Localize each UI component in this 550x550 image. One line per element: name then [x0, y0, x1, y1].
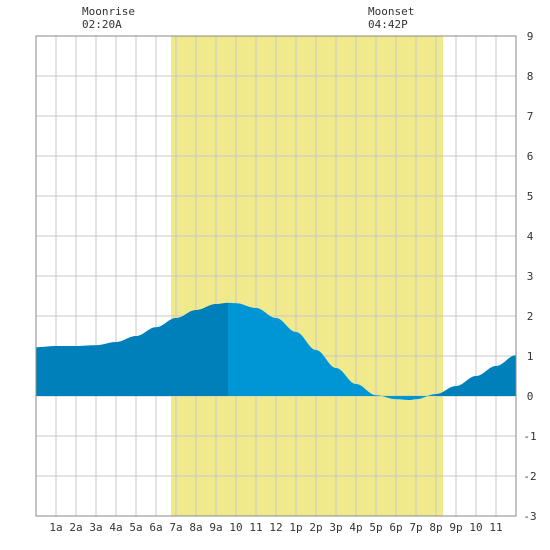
y-tick-label: 1 — [527, 350, 534, 363]
x-tick-label: 6a — [149, 521, 162, 534]
x-tick-label: 3p — [329, 521, 342, 534]
moonrise-time: 02:20A — [82, 18, 122, 31]
x-tick-label: 5p — [369, 521, 382, 534]
tide-area — [36, 302, 516, 400]
x-tick-label: 5a — [129, 521, 142, 534]
x-tick-label: 8p — [429, 521, 442, 534]
x-tick-label: 4a — [109, 521, 122, 534]
moonrise-label: Moonrise — [82, 5, 135, 18]
x-tick-label: 2a — [69, 521, 82, 534]
x-tick-label: 7p — [409, 521, 422, 534]
x-tick-label: 11 — [249, 521, 262, 534]
x-tick-label: 2p — [309, 521, 322, 534]
x-tick-label: 6p — [389, 521, 402, 534]
x-tick-label: 4p — [349, 521, 362, 534]
x-tick-label: 11 — [489, 521, 502, 534]
x-tick-label: 1p — [289, 521, 302, 534]
x-axis-ticks: 1a 2a 3a 4a 5a 6a 7a 8a 9a 10 11 12 1p 2p 3p 4p 5p 6p 7p 8p… — [49, 521, 502, 534]
moonset-time: 04:42P — [368, 18, 408, 31]
y-tick-label: 4 — [527, 230, 534, 243]
y-tick-label: -3 — [523, 510, 536, 523]
tide-area-highlight — [228, 302, 436, 400]
plot-border — [35, 35, 517, 517]
x-tick-label: 3a — [89, 521, 102, 534]
y-tick-label: 9 — [527, 30, 534, 43]
y-tick-label: -1 — [523, 430, 536, 443]
moonset-label: Moonset — [368, 5, 415, 18]
y-tick-label: 5 — [527, 190, 534, 203]
x-tick-label: 9p — [449, 521, 462, 534]
x-tick-label: 8a — [189, 521, 202, 534]
y-tick-label: 7 — [527, 110, 534, 123]
x-tick-label: 10 — [469, 521, 482, 534]
x-tick-label: 12 — [269, 521, 282, 534]
y-tick-label: 0 — [527, 390, 534, 403]
tide-area-dark-left — [36, 302, 228, 396]
y-tick-label: 8 — [527, 70, 534, 83]
y-tick-label: -2 — [523, 470, 536, 483]
tide-area-dark-right — [436, 355, 516, 396]
x-tick-label: 9a — [209, 521, 222, 534]
x-tick-label: 1a — [49, 521, 62, 534]
x-tick-label: 10 — [229, 521, 242, 534]
grid — [36, 36, 516, 516]
y-tick-label: 2 — [527, 310, 534, 323]
x-tick-label: 7a — [169, 521, 182, 534]
y-axis-ticks: -3 -2 -1 0 1 2 3 4 5 6 7 8 9 — [523, 30, 536, 523]
y-tick-label: 6 — [527, 150, 534, 163]
y-tick-label: 3 — [527, 270, 534, 283]
